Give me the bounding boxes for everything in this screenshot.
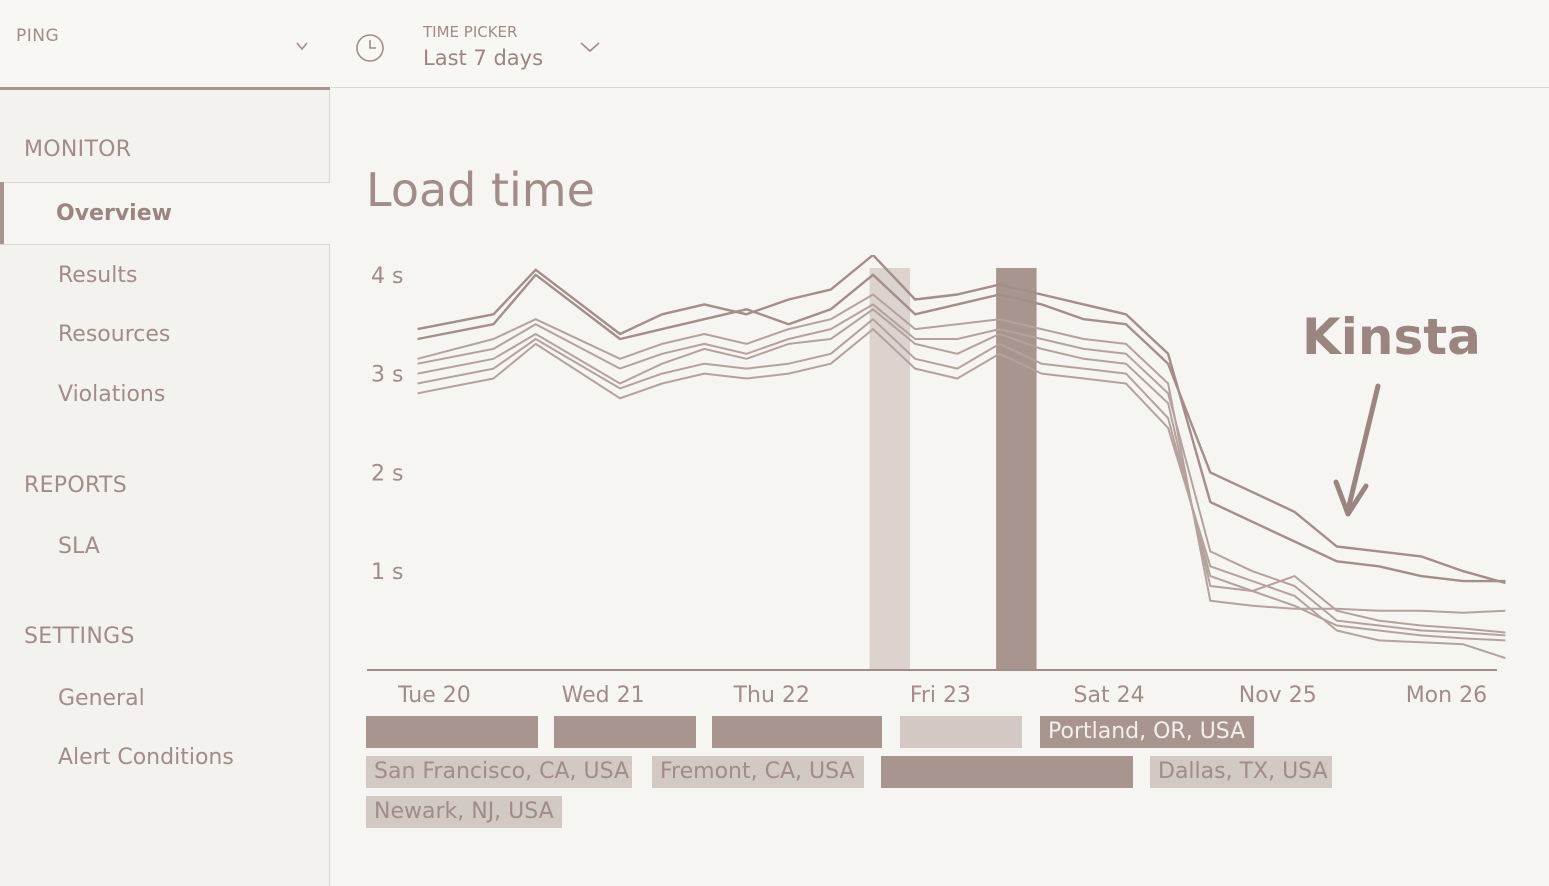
series-line (417, 318, 1506, 642)
x-tick-label: Fri 23 (910, 683, 971, 705)
sidebar-item-general[interactable]: General (58, 686, 145, 711)
series-line (417, 273, 1506, 585)
active-indicator (0, 182, 4, 244)
chart-band-light (869, 268, 911, 670)
time-picker-value: Last 7 days (423, 46, 544, 70)
app-selector[interactable]: PING (0, 0, 330, 90)
annotation-arrow-icon (1333, 383, 1381, 517)
legend-item[interactable]: San Francisco, CA, USA (366, 756, 632, 788)
sidebar-item-alert-conditions[interactable]: Alert Conditions (58, 745, 234, 770)
load-time-chart: 1 s 2 s 3 s 4 s Tue 20 Wed 21 Thu 22 Fri 23 Sat … (367, 255, 1506, 705)
x-tick-label: Nov 25 (1239, 683, 1317, 705)
clock-icon (356, 34, 384, 62)
legend-item[interactable] (554, 716, 696, 748)
sidebar-item-sla[interactable]: SLA (58, 534, 100, 559)
series-line (417, 303, 1506, 637)
series-line (417, 293, 1506, 614)
y-tick-label: 3 s (371, 363, 403, 388)
sidebar-item-violations[interactable]: Violations (58, 382, 166, 407)
series-line (417, 255, 1506, 583)
active-row-highlight (0, 182, 330, 245)
legend-item[interactable]: Portland, OR, USA (1040, 716, 1254, 748)
section-settings: SETTINGS (24, 624, 135, 649)
section-monitor: MONITOR (24, 137, 132, 162)
series-line (417, 308, 1506, 634)
y-tick-label: 1 s (371, 560, 403, 585)
legend-item[interactable]: Fremont, CA, USA (652, 756, 864, 788)
x-tick-label: Tue 20 (397, 683, 471, 705)
sidebar: PING MONITOR Overview Results Resources … (0, 0, 330, 886)
app-name: PING (16, 26, 60, 46)
x-tick-label: Mon 26 (1406, 683, 1487, 705)
series-line (417, 328, 1506, 660)
topbar: TIME PICKER Last 7 days (331, 0, 1549, 88)
sidebar-item-results[interactable]: Results (58, 263, 138, 288)
legend-item[interactable] (712, 716, 882, 748)
annotation-label: Kinsta (1302, 308, 1481, 366)
sidebar-item-resources[interactable]: Resources (58, 322, 171, 347)
y-tick-label: 4 s (371, 264, 403, 289)
y-tick-label: 2 s (371, 461, 403, 486)
chevron-down-icon (580, 42, 600, 53)
section-reports: REPORTS (24, 473, 127, 498)
chart-band-dark (996, 268, 1037, 670)
x-tick-label: Sat 24 (1074, 683, 1145, 705)
legend-item[interactable]: Newark, NJ, USA (366, 796, 562, 828)
legend-item[interactable] (881, 756, 1133, 788)
x-tick-label: Thu 22 (733, 683, 810, 705)
legend-item[interactable] (900, 716, 1022, 748)
x-tick-label: Wed 21 (562, 683, 645, 705)
legend-item[interactable]: Dallas, TX, USA (1150, 756, 1332, 788)
sidebar-item-overview[interactable]: Overview (56, 201, 172, 226)
chevron-down-icon (296, 42, 308, 51)
time-picker-label: TIME PICKER (423, 23, 518, 41)
page-title: Load time (366, 163, 595, 217)
legend-item[interactable] (366, 716, 538, 748)
